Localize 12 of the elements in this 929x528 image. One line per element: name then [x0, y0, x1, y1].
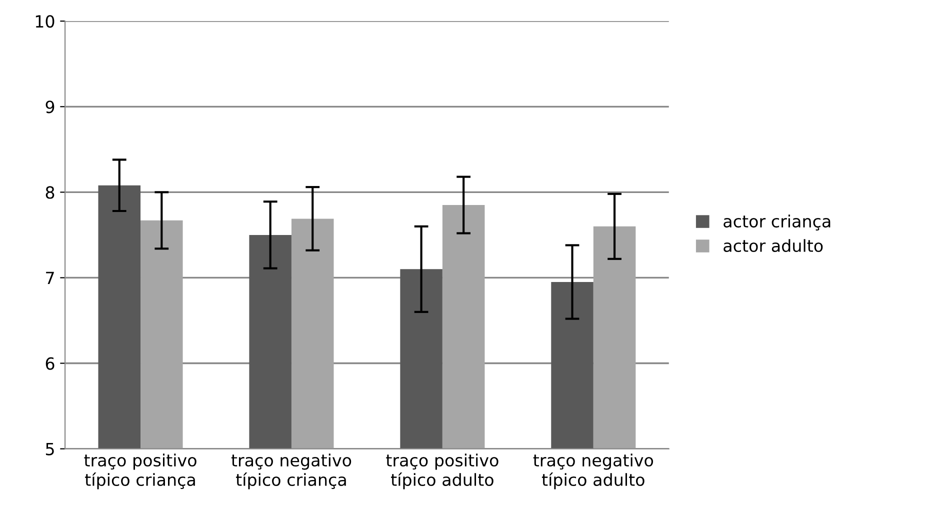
y-tick-label: 10: [36, 15, 54, 28]
legend-label: actor criança: [724, 214, 830, 231]
x-tick-label: traço negativo típico criança: [231, 454, 352, 490]
y-tick-label: 6: [46, 357, 54, 370]
y-tick-label: 8: [46, 186, 54, 199]
x-tick-label: traço negativo típico adulto: [533, 454, 654, 490]
y-tick-label: 5: [46, 442, 54, 456]
x-tick-label: traço positivo típico adulto: [386, 454, 498, 490]
y-tick-label: 9: [46, 100, 54, 114]
legend-label: actor adulto: [724, 239, 823, 252]
y-tick-label: 7: [46, 272, 54, 284]
x-tick-label: traço positivo típico criança: [84, 454, 196, 490]
